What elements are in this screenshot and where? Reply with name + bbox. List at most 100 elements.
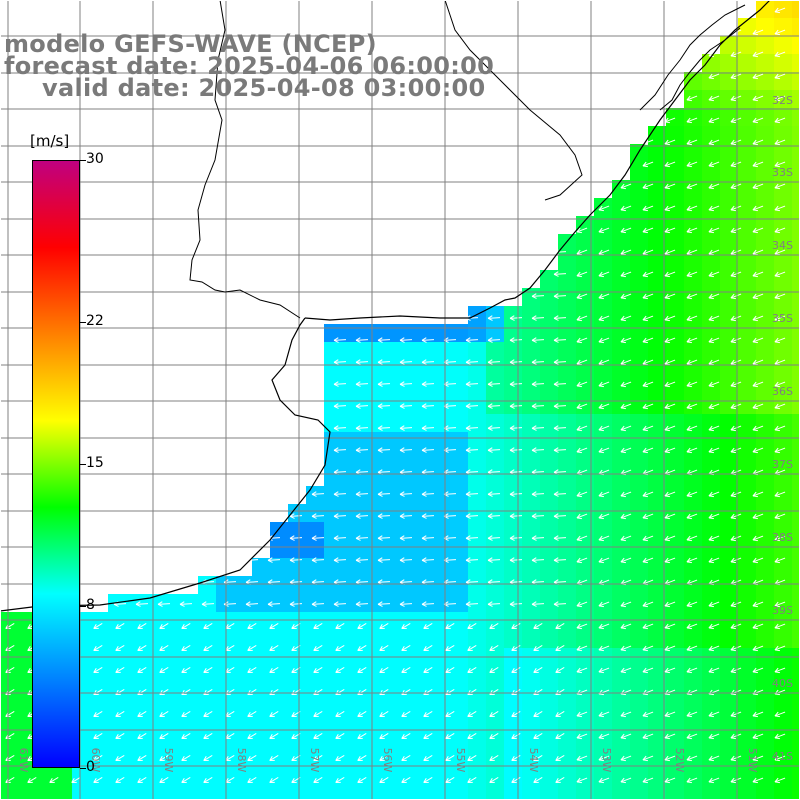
field-cell <box>792 306 800 325</box>
field-cell <box>54 774 73 793</box>
wind-arrow <box>576 271 588 278</box>
field-cell <box>594 414 613 433</box>
field-cell <box>432 540 451 559</box>
field-cell <box>486 720 505 739</box>
field-cell <box>378 630 397 649</box>
field-cell <box>756 666 775 685</box>
field-cell <box>468 612 487 631</box>
wind-arrow <box>333 359 347 365</box>
wind-arrow <box>137 711 147 718</box>
field-cell <box>288 612 307 631</box>
colorbar-tick-mark <box>80 605 86 607</box>
field-cell <box>576 432 595 451</box>
field-cell <box>468 576 487 595</box>
field-cell <box>738 486 757 505</box>
wind-arrow <box>399 359 413 365</box>
wind-arrow <box>642 381 654 388</box>
field-cell <box>738 216 757 235</box>
wind-arrow <box>531 293 545 299</box>
field-cell <box>612 198 631 217</box>
field-cell <box>468 774 487 793</box>
wind-arrow <box>686 447 698 454</box>
field-cell <box>540 504 559 523</box>
field-cell <box>414 792 433 800</box>
wind-arrow <box>642 491 654 498</box>
wind-arrow <box>642 425 654 432</box>
wind-arrow <box>203 711 213 718</box>
field-cell <box>630 774 649 793</box>
field-cell <box>396 702 415 721</box>
wind-arrow <box>642 733 654 740</box>
field-cell <box>288 738 307 757</box>
field-cell <box>342 612 361 631</box>
field-cell <box>306 630 325 649</box>
field-cell <box>468 666 487 685</box>
field-cell <box>792 252 800 271</box>
field-cell <box>738 162 757 181</box>
wind-arrow <box>642 777 654 784</box>
wind-arrow <box>377 359 391 365</box>
wind-arrow <box>555 733 565 740</box>
field-cell <box>0 774 19 793</box>
field-cell <box>702 108 721 127</box>
wind-arrow <box>467 755 477 762</box>
field-cell <box>792 756 800 775</box>
field-cell <box>648 666 667 685</box>
wind-arrow <box>401 667 411 674</box>
wind-arrow <box>467 711 477 718</box>
field-cell <box>18 630 37 649</box>
wind-arrow <box>487 337 501 343</box>
wind-arrow <box>730 139 742 146</box>
field-cell <box>666 162 685 181</box>
field-cell <box>720 180 739 199</box>
field-cell <box>630 450 649 469</box>
latitude-label: 41S <box>772 750 793 763</box>
wind-arrow <box>467 777 477 784</box>
wind-arrow <box>752 337 764 344</box>
field-cell <box>396 414 415 433</box>
wind-arrow <box>664 777 676 784</box>
wind-arrow <box>355 491 369 497</box>
field-cell <box>486 576 505 595</box>
field-cell <box>702 144 721 163</box>
field-cell <box>126 702 145 721</box>
field-cell <box>792 324 800 343</box>
wind-arrow <box>555 667 565 674</box>
field-cell <box>162 702 181 721</box>
field-cell <box>252 630 271 649</box>
field-cell <box>522 288 541 307</box>
field-cell <box>468 558 487 577</box>
wind-arrow <box>774 601 786 608</box>
field-cell <box>738 270 757 289</box>
field-cell <box>648 468 667 487</box>
wind-arrow <box>664 183 676 190</box>
field-cell <box>738 702 757 721</box>
wind-arrow <box>774 161 786 168</box>
field-cell <box>720 252 739 271</box>
field-cell <box>324 576 343 595</box>
wind-arrow <box>620 601 632 608</box>
field-cell <box>648 792 667 800</box>
wind-arrow <box>664 271 676 278</box>
wind-arrow <box>203 733 213 740</box>
wind-arrow <box>686 249 698 256</box>
colorbar-tick-mark <box>80 464 86 465</box>
field-cell <box>540 540 559 559</box>
wind-arrow <box>421 359 435 365</box>
wind-arrow <box>401 689 411 696</box>
field-cell <box>630 144 649 163</box>
field-cell <box>324 774 343 793</box>
field-cell <box>684 144 703 163</box>
wind-arrow <box>181 689 191 696</box>
field-cell <box>522 378 541 397</box>
field-cell <box>234 612 253 631</box>
field-cell <box>576 720 595 739</box>
wind-arrow <box>333 535 347 541</box>
wind-arrow <box>159 755 169 762</box>
wind-arrow <box>421 425 435 431</box>
wind-arrow <box>313 777 323 784</box>
wind-arrow <box>598 491 610 498</box>
field-cell <box>792 162 800 181</box>
field-cell <box>594 432 613 451</box>
field-cell <box>774 288 793 307</box>
